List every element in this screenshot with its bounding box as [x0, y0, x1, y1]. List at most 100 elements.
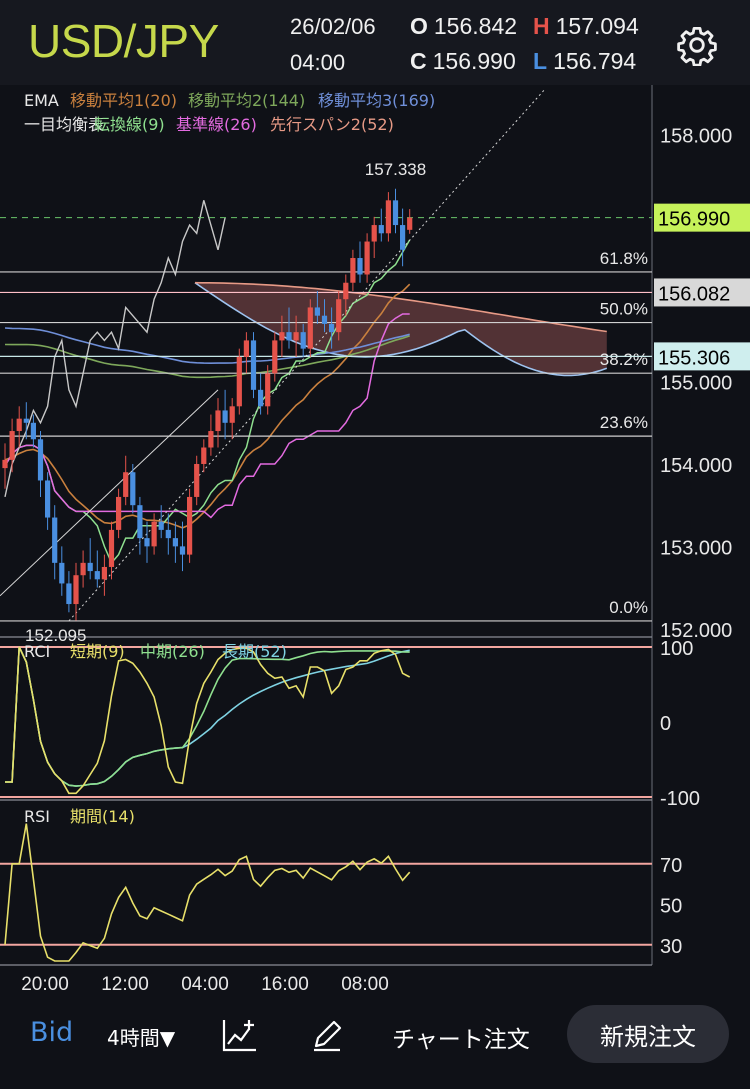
gear-icon[interactable] [676, 24, 718, 66]
price-tick-label: 155.000 [660, 373, 732, 395]
trend-line-solid [0, 389, 219, 597]
price-tick-label: 152.000 [660, 620, 732, 642]
high-number: 157.094 [555, 13, 639, 39]
chart-order-button[interactable]: チャート注文 [392, 1027, 530, 1053]
low-value: L 156.794 [533, 48, 636, 75]
high-value: H 157.094 [533, 13, 639, 40]
rci-tick-label: 0 [660, 713, 671, 735]
rci-mid-line [5, 646, 410, 787]
candle-body [336, 299, 342, 333]
candle-body [172, 538, 178, 547]
currency-pair-title[interactable]: USD/JPY [28, 15, 219, 67]
candle-body [2, 459, 8, 469]
candle-body [66, 583, 72, 605]
candle-body [108, 529, 115, 567]
top-bar: USD/JPY 26/02/06 04:00 O 156.842 H 157.094… [0, 0, 750, 85]
time-tick-label: 12:00 [101, 974, 149, 995]
candle-body [236, 356, 242, 407]
candle-body [357, 258, 363, 275]
kijun-line [4, 313, 410, 519]
fib-level-label: 50.0% [600, 300, 648, 319]
candle-body [137, 505, 143, 539]
candle-body [179, 546, 186, 555]
candle-body [250, 340, 257, 390]
candle-body [123, 472, 129, 497]
price-tick-label: 154.000 [660, 455, 732, 477]
price-chart[interactable]: 61.8% 50.0% 38.2% 23.6% 0.0% 158.000 155.000 1… [0, 85, 750, 1000]
candle-body [158, 521, 164, 530]
bid-toggle[interactable]: Bid [30, 1017, 74, 1048]
candle-body [73, 575, 79, 605]
candle-body [208, 431, 214, 448]
close-label: C [410, 48, 427, 74]
pencil-draw-icon[interactable] [308, 1016, 346, 1054]
chikou-line [4, 200, 226, 498]
candle-body [16, 418, 22, 432]
candle-body [243, 340, 249, 357]
fib-level-label: 23.6% [600, 413, 648, 432]
candle-body [407, 217, 413, 230]
fib-level-label: 0.0% [609, 598, 648, 617]
candle-body [378, 225, 384, 234]
candle-body [400, 225, 406, 250]
candle-body [144, 538, 150, 547]
time-tick-label: 16:00 [261, 974, 309, 995]
candle-body [45, 480, 51, 518]
rsi-tick-label: 50 [660, 895, 682, 917]
rci-legend-item: 長期(52) [222, 642, 287, 661]
rci-legend-item: RCI [24, 642, 50, 661]
rsi-legend-item: RSI [24, 807, 50, 826]
candle-time: 04:00 [290, 50, 346, 75]
cloud-fill [195, 282, 607, 376]
candle-body [279, 332, 285, 341]
level1-badge: 156.082 [658, 283, 730, 305]
open-value: O 156.842 [410, 13, 517, 40]
candle-body [215, 410, 221, 432]
candle-body [151, 521, 157, 547]
rci-legend-item: 中期(26) [140, 642, 205, 661]
ema-legend-item: 移動平均2(144) [188, 91, 305, 110]
level1-badge-bg [654, 278, 750, 307]
rsi-legend-item: 期間(14) [70, 807, 135, 826]
timeframe-dropdown[interactable]: 4時間▼ [107, 1026, 176, 1050]
candle-body [329, 323, 335, 333]
ichimoku-legend-item: 一目均衡表 [24, 115, 104, 134]
rsi-indicator: 70 50 30 [0, 823, 682, 962]
candle-body [258, 389, 264, 407]
candle-body [392, 200, 399, 226]
candle-body [59, 562, 65, 584]
new-order-button[interactable]: 新規注文 [567, 1005, 729, 1063]
candle-body [307, 307, 313, 349]
candle-body [343, 282, 349, 300]
candle-body [385, 200, 391, 234]
ichimoku-legend-item: 基準線(26) [176, 115, 257, 134]
indicator-chart-icon[interactable] [220, 1016, 260, 1054]
senkou-span-1-line [194, 282, 608, 377]
candle-body [272, 340, 278, 374]
fib-level-label: 61.8% [600, 249, 648, 268]
senkou-span-2-line [194, 281, 607, 333]
candle-body [350, 258, 356, 283]
ema-legend-item: 移動平均1(20) [70, 91, 177, 110]
candle-body [229, 406, 235, 423]
fib-level-label: 38.2% [600, 350, 648, 369]
ichimoku-cloud [194, 281, 608, 377]
candle-body [130, 472, 136, 506]
candle-body [321, 315, 328, 324]
candle-body [293, 332, 299, 341]
ema-20-line [4, 283, 411, 529]
ema-legend-item: EMA [24, 91, 59, 110]
time-tick-label: 20:00 [21, 974, 69, 995]
rci-indicator: 100 0 -100 [0, 638, 700, 810]
rci-legend-item: 短期(9) [70, 642, 125, 661]
candle-body [80, 562, 86, 576]
candle-body [165, 529, 171, 539]
candle-date: 26/02/06 [290, 14, 376, 39]
candle-body [194, 463, 200, 497]
candle-body [300, 332, 306, 349]
price-tick-label: 158.000 [660, 125, 732, 147]
candle-body [101, 566, 107, 580]
open-number: 156.842 [433, 13, 518, 39]
candle-body [314, 307, 320, 316]
candle-body [116, 496, 122, 530]
